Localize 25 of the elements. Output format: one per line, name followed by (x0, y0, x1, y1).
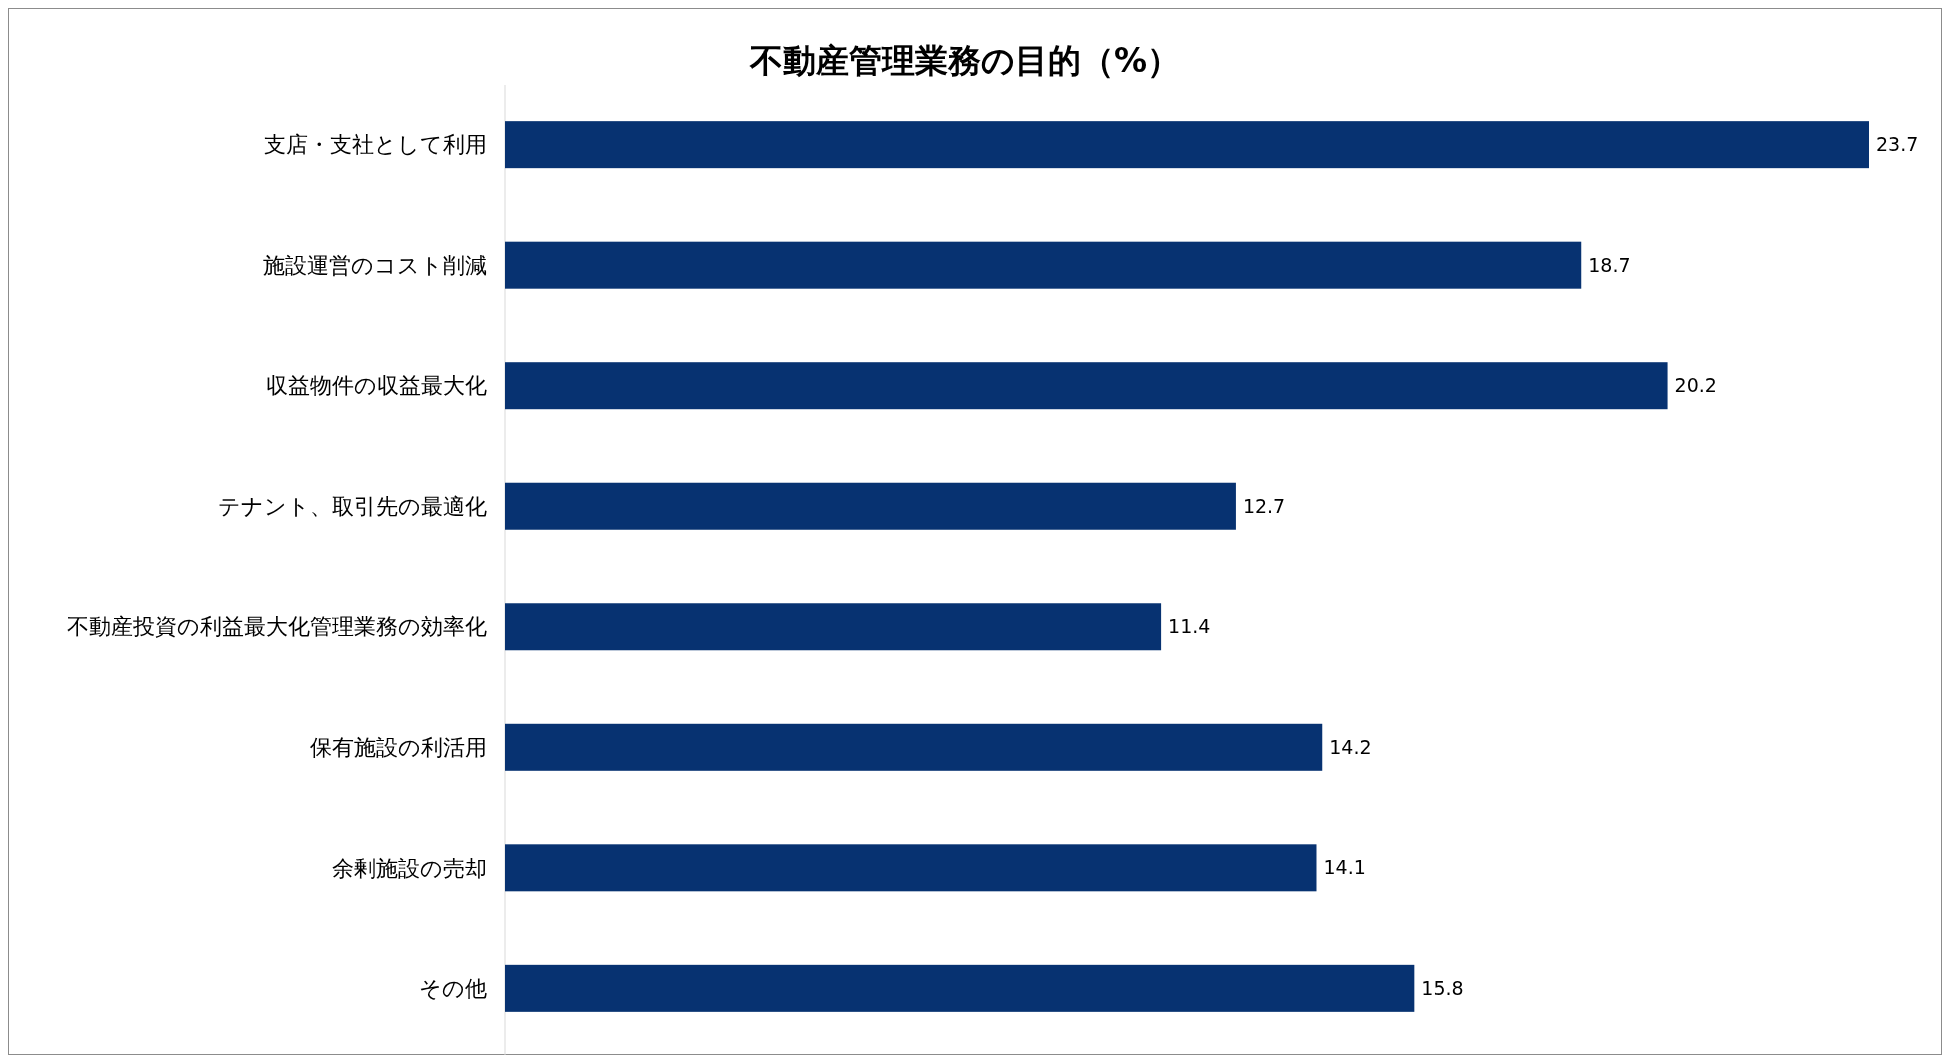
y-tick-label: 不動産投資の利益最大化管理業務の効率化 (67, 614, 487, 640)
bar (505, 482, 1236, 530)
bar (505, 121, 1869, 169)
data-label: 14.1 (1323, 856, 1366, 879)
data-label: 11.4 (1168, 615, 1211, 638)
chart-title: 不動産管理業務の目的（%） (748, 41, 1181, 80)
data-label: 12.7 (1242, 494, 1286, 517)
data-label: 14.2 (1329, 735, 1372, 758)
y-tick-label: その他 (419, 976, 487, 1002)
y-tick-label: テナント、取引先の最適化 (218, 493, 487, 519)
data-label: 15.8 (1421, 976, 1464, 999)
bar (505, 844, 1317, 892)
y-tick-label: 収益物件の収益最大化 (266, 373, 487, 399)
bar (505, 241, 1582, 289)
bar (505, 964, 1415, 1012)
y-tick-label: 余剰施設の売却 (332, 855, 487, 881)
bar (505, 603, 1162, 651)
data-label: 23.7 (1876, 133, 1919, 156)
y-tick-label: 保有施設の利活用 (310, 734, 487, 760)
bar (505, 362, 1668, 410)
data-label: 18.7 (1588, 253, 1631, 276)
y-tick-label: 支店・支社として利用 (264, 132, 487, 158)
data-label: 20.2 (1674, 374, 1717, 397)
y-tick-label: 施設運営のコスト削減 (263, 252, 487, 278)
bar (505, 723, 1323, 771)
